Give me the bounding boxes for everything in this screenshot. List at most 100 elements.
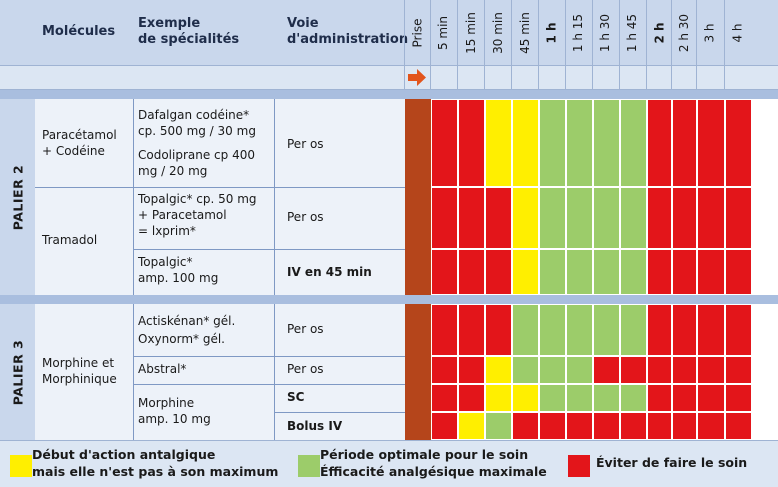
voie-morphine-iv: Bolus IV (287, 419, 343, 433)
cell-topalgic-cp-7 (593, 187, 620, 249)
header-time-label: 1 h (544, 21, 559, 44)
cell-topalgic-amp-12 (725, 249, 752, 295)
cell-abstral-5 (539, 356, 566, 384)
cell-actiskenan-12 (725, 304, 752, 356)
exemple-topalgic-cp-line-1: Topalgic* cp. 50 mg (138, 192, 257, 206)
header-molecules: Molécules (42, 24, 116, 39)
cell-dafalgan-7 (593, 99, 620, 187)
exemple-topalgic-amp-line-2: amp. 100 mg (138, 271, 219, 285)
header-time-label: 3 h (702, 22, 717, 43)
header-column-divider (484, 0, 485, 90)
cell-topalgic-cp-1 (431, 187, 458, 249)
header-voie-line-2: d'administration (287, 32, 409, 47)
cell-abstral-11 (697, 356, 725, 384)
molecule-morphinique: Morphinique (42, 372, 117, 386)
cell-morphine-sc-4 (512, 384, 539, 412)
cell-actiskenan-2 (458, 304, 485, 356)
cell-dafalgan-9 (647, 99, 672, 187)
cell-morphine-sc-10 (672, 384, 697, 412)
divider-molecule-col (133, 304, 134, 440)
header-voie: Voie d'administration (287, 16, 408, 48)
cell-topalgic-cp-4 (512, 187, 539, 249)
cell-topalgic-amp-8 (620, 249, 647, 295)
row-divider-partial (274, 412, 405, 413)
header-time-label: Prise (410, 18, 425, 47)
voie-actiskenan: Per os (287, 322, 324, 336)
cell-actiskenan-9 (647, 304, 672, 356)
table-header (0, 0, 778, 65)
header-arrow-row (0, 65, 778, 90)
header-time-6: 1 h 15 (565, 2, 592, 63)
header-prise: Prise (404, 2, 431, 63)
cell-abstral-3 (485, 356, 512, 384)
header-time-5: 1 h (538, 2, 565, 63)
legend-swatch-yellow (10, 455, 32, 477)
cell-abstral-2 (458, 356, 485, 384)
palier-3-body (35, 304, 405, 440)
cell-morphine-sc-1 (431, 384, 458, 412)
cell-actiskenan-4 (512, 304, 539, 356)
header-column-divider (511, 0, 512, 90)
voie-morphine-sc: SC (287, 390, 305, 404)
cell-topalgic-amp-3 (485, 249, 512, 295)
exemple-dafalgan-line-1: Dafalgan codéine* (138, 108, 250, 122)
row-divider-partial (133, 249, 274, 250)
cell-morphine-iv-8 (620, 412, 647, 440)
cell-morphine-iv-4 (512, 412, 539, 440)
legend-swatch-green (298, 455, 320, 477)
cell-morphine-iv-9 (647, 412, 672, 440)
header-column-divider (457, 0, 458, 90)
cell-morphine-sc-8 (620, 384, 647, 412)
legend-text-yellow-1: Début d'action antalgique (32, 447, 216, 462)
cell-topalgic-amp-2 (458, 249, 485, 295)
molecule-tramadol: Tramadol (42, 233, 98, 247)
cell-abstral-9 (647, 356, 672, 384)
voie-topalgic-cp: Per os (287, 210, 324, 224)
cell-actiskenan-5 (539, 304, 566, 356)
header-exemple-line-1: Exemple (138, 16, 201, 31)
cell-topalgic-amp-5 (539, 249, 566, 295)
cell-topalgic-amp-10 (672, 249, 697, 295)
cell-topalgic-amp-1 (431, 249, 458, 295)
header-column-divider (619, 0, 620, 90)
exemple-abstral-line-1: Abstral* (138, 362, 187, 376)
cell-dafalgan-2 (458, 99, 485, 187)
cell-topalgic-cp-2 (458, 187, 485, 249)
cell-prise-topalgic-cp (405, 187, 431, 249)
voie-abstral: Per os (287, 362, 324, 376)
header-column-divider (430, 0, 431, 90)
cell-topalgic-amp-9 (647, 249, 672, 295)
voie-dafalgan: Per os (287, 137, 324, 151)
cell-prise-abstral (405, 356, 431, 384)
cell-dafalgan-4 (512, 99, 539, 187)
cell-actiskenan-6 (566, 304, 593, 356)
header-time-label: 5 min (436, 15, 451, 50)
exemple-morphine-sc-line-2: amp. 10 mg (138, 412, 211, 426)
cell-abstral-1 (431, 356, 458, 384)
cell-prise-topalgic-amp (405, 249, 431, 295)
cell-dafalgan-1 (431, 99, 458, 187)
exemple-actiskenan-line-1: Actiskénan* gél. (138, 314, 236, 328)
cell-abstral-6 (566, 356, 593, 384)
cell-morphine-iv-3 (485, 412, 512, 440)
cell-topalgic-amp-6 (566, 249, 593, 295)
cell-morphine-iv-6 (566, 412, 593, 440)
header-column-divider (404, 0, 405, 90)
cell-actiskenan-3 (485, 304, 512, 356)
legend-text-red-1: Éviter de faire le soin (596, 455, 748, 470)
cell-morphine-iv-2 (458, 412, 485, 440)
cell-morphine-sc-3 (485, 384, 512, 412)
cell-morphine-iv-5 (539, 412, 566, 440)
cell-actiskenan-11 (697, 304, 725, 356)
cell-morphine-sc-12 (725, 384, 752, 412)
cell-prise-morphine-iv (405, 412, 431, 440)
exemple-morphine-sc-line-1: Morphine (138, 396, 195, 410)
legend (0, 440, 778, 487)
header-time-10: 2 h 30 (671, 2, 698, 63)
cell-topalgic-amp-7 (593, 249, 620, 295)
row-divider (35, 187, 405, 188)
divider-exemple-col (274, 99, 275, 295)
cell-prise-morphine-sc (405, 384, 431, 412)
cell-dafalgan-6 (566, 99, 593, 187)
